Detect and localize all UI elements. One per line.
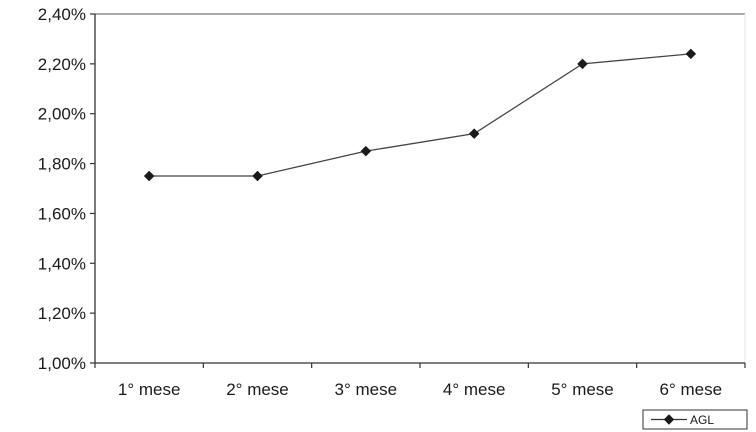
series-layer [143, 48, 697, 182]
plot-area [94, 13, 746, 364]
x-tick-label: 3° mese [335, 380, 398, 399]
y-tick-label: 2,40% [38, 5, 86, 24]
y-tick-label: 1,40% [38, 254, 86, 273]
x-tick-label: 1° mese [118, 380, 181, 399]
y-tick-label: 1,60% [38, 204, 86, 223]
y-axis: 1,00% 1,20% 1,40% 1,60% 1,80% 2,00% 2,20% 2,40% [38, 5, 95, 373]
data-point [577, 58, 588, 70]
x-axis: 1° mese 2° mese 3° mese 4° mese 5° mese 6° me… [94, 363, 746, 399]
data-point [685, 48, 697, 60]
x-tick-label: 6° mese [660, 380, 723, 399]
data-point [252, 170, 263, 182]
legend-swatch-marker [663, 414, 675, 425]
y-tick-label: 1,00% [38, 354, 86, 373]
series-line [149, 53, 691, 177]
legend: AGL [642, 409, 748, 430]
x-tick-label: 5° mese [551, 380, 614, 399]
data-point [143, 170, 155, 182]
data-point [360, 145, 372, 157]
legend-label: AGL [690, 413, 714, 427]
y-tick-label: 1,80% [38, 155, 86, 174]
x-tick-label: 2° mese [226, 380, 289, 399]
y-tick-label: 2,20% [38, 55, 86, 74]
y-tick-label: 1,20% [38, 304, 86, 323]
x-tick-label: 4° mese [443, 380, 506, 399]
data-point [468, 128, 480, 140]
y-tick-label: 2,00% [38, 105, 86, 124]
